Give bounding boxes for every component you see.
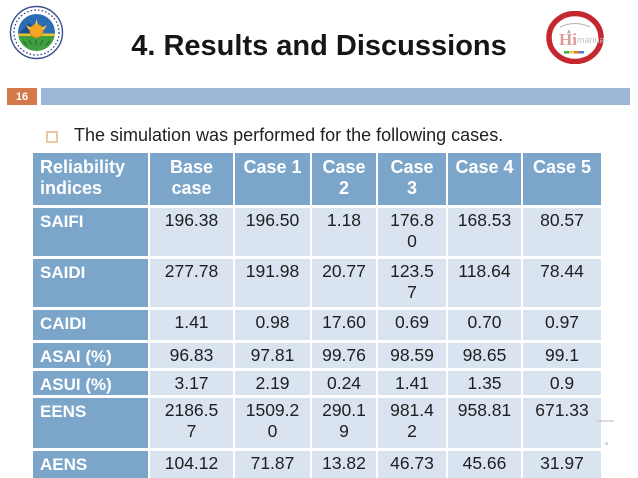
table-cell: 290.1 9 (312, 398, 376, 448)
table-cell: 71.87 (235, 451, 310, 478)
table-cell: 981.4 2 (378, 398, 446, 448)
table-cell: 17.60 (312, 310, 376, 340)
table-cell: 98.65 (448, 343, 521, 368)
table-cell: 13.82 (312, 451, 376, 478)
page-number: 16 (16, 91, 28, 103)
table-cell: 1.41 (150, 310, 233, 340)
scan-artifact-dash (597, 420, 614, 422)
row-label: AENS (33, 451, 148, 478)
table-cell: 1.35 (448, 371, 521, 395)
row-label: EENS (33, 398, 148, 448)
table-cell: 0.9 (523, 371, 601, 395)
results-table-body: Reliability indices Base case Case 1 Case 2… (33, 153, 601, 478)
table-row: SAIFI 196.38 196.50 1.18 176.8 0 168.53 80.57 (33, 208, 601, 256)
svg-text:manual;: manual; (577, 35, 604, 45)
column-header: Base case (150, 153, 233, 205)
table-row: SAIDI 277.78 191.98 20.77 123.5 7 118.64 78.44 (33, 259, 601, 307)
column-header: Case 1 (235, 153, 310, 205)
page-number-badge: 16 (7, 88, 37, 105)
table-cell: 2186.5 7 (150, 398, 233, 448)
table-cell: 0.24 (312, 371, 376, 395)
scan-artifact-dot (605, 442, 608, 445)
bullet-text: The simulation was performed for the fol… (74, 124, 503, 147)
table-cell: 99.76 (312, 343, 376, 368)
table-cell: 98.59 (378, 343, 446, 368)
table-row: EENS 2186.5 7 1509.2 0 290.1 9 981.4 2 958.81… (33, 398, 601, 448)
table-cell: 31.97 (523, 451, 601, 478)
row-label: CAIDI (33, 310, 148, 340)
column-header: Case 2 (312, 153, 376, 205)
square-bullet-icon (46, 131, 58, 143)
table-cell: 196.50 (235, 208, 310, 256)
table-cell: 104.12 (150, 451, 233, 478)
table-row: AENS 104.12 71.87 13.82 46.73 45.66 31.97 (33, 451, 601, 478)
column-header: Case 5 (523, 153, 601, 205)
row-label: SAIFI (33, 208, 148, 256)
table-cell: 176.8 0 (378, 208, 446, 256)
slide: { "slide": { "title": "4. Results and Di… (0, 0, 638, 478)
table-cell: 118.64 (448, 259, 521, 307)
header-divider-band (41, 88, 630, 105)
table-cell: 96.83 (150, 343, 233, 368)
table-cell: 196.38 (150, 208, 233, 256)
table-cell: 277.78 (150, 259, 233, 307)
table-cell: 2.19 (235, 371, 310, 395)
results-table: Reliability indices Base case Case 1 Case 2… (31, 150, 603, 478)
table-cell: 78.44 (523, 259, 601, 307)
slide-title: 4. Results and Discussions (0, 30, 638, 63)
red-ring-emblem-icon: ▲ Hi manual; (546, 11, 604, 64)
table-cell: 0.98 (235, 310, 310, 340)
column-header-reliability-indices: Reliability indices (33, 153, 148, 205)
table-header-row: Reliability indices Base case Case 1 Case 2… (33, 153, 601, 205)
table-cell: 1509.2 0 (235, 398, 310, 448)
table-cell: 191.98 (235, 259, 310, 307)
table-cell: 1.41 (378, 371, 446, 395)
table-cell: 80.57 (523, 208, 601, 256)
table-cell: 20.77 (312, 259, 376, 307)
table-cell: 1.18 (312, 208, 376, 256)
row-label: ASUI (%) (33, 371, 148, 395)
row-label: ASAI (%) (33, 343, 148, 368)
table-cell: 3.17 (150, 371, 233, 395)
table-cell: 671.33 (523, 398, 601, 448)
table-cell: 168.53 (448, 208, 521, 256)
bullet-item: The simulation was performed for the fol… (46, 124, 606, 147)
column-header: Case 4 (448, 153, 521, 205)
table-row: ASUI (%) 3.17 2.19 0.24 1.41 1.35 0.9 (33, 371, 601, 395)
row-label: SAIDI (33, 259, 148, 307)
table-cell: 0.69 (378, 310, 446, 340)
table-cell: 46.73 (378, 451, 446, 478)
table-cell: 45.66 (448, 451, 521, 478)
results-table-container: Reliability indices Base case Case 1 Case 2… (31, 150, 609, 478)
table-row: CAIDI 1.41 0.98 17.60 0.69 0.70 0.97 (33, 310, 601, 340)
table-cell: 97.81 (235, 343, 310, 368)
column-header: Case 3 (378, 153, 446, 205)
table-cell: 958.81 (448, 398, 521, 448)
table-cell: 99.1 (523, 343, 601, 368)
table-cell: 0.70 (448, 310, 521, 340)
table-cell: 123.5 7 (378, 259, 446, 307)
emblem-letter: Hi (559, 30, 577, 49)
table-cell: 0.97 (523, 310, 601, 340)
table-row: ASAI (%) 96.83 97.81 99.76 98.59 98.65 99.1 (33, 343, 601, 368)
